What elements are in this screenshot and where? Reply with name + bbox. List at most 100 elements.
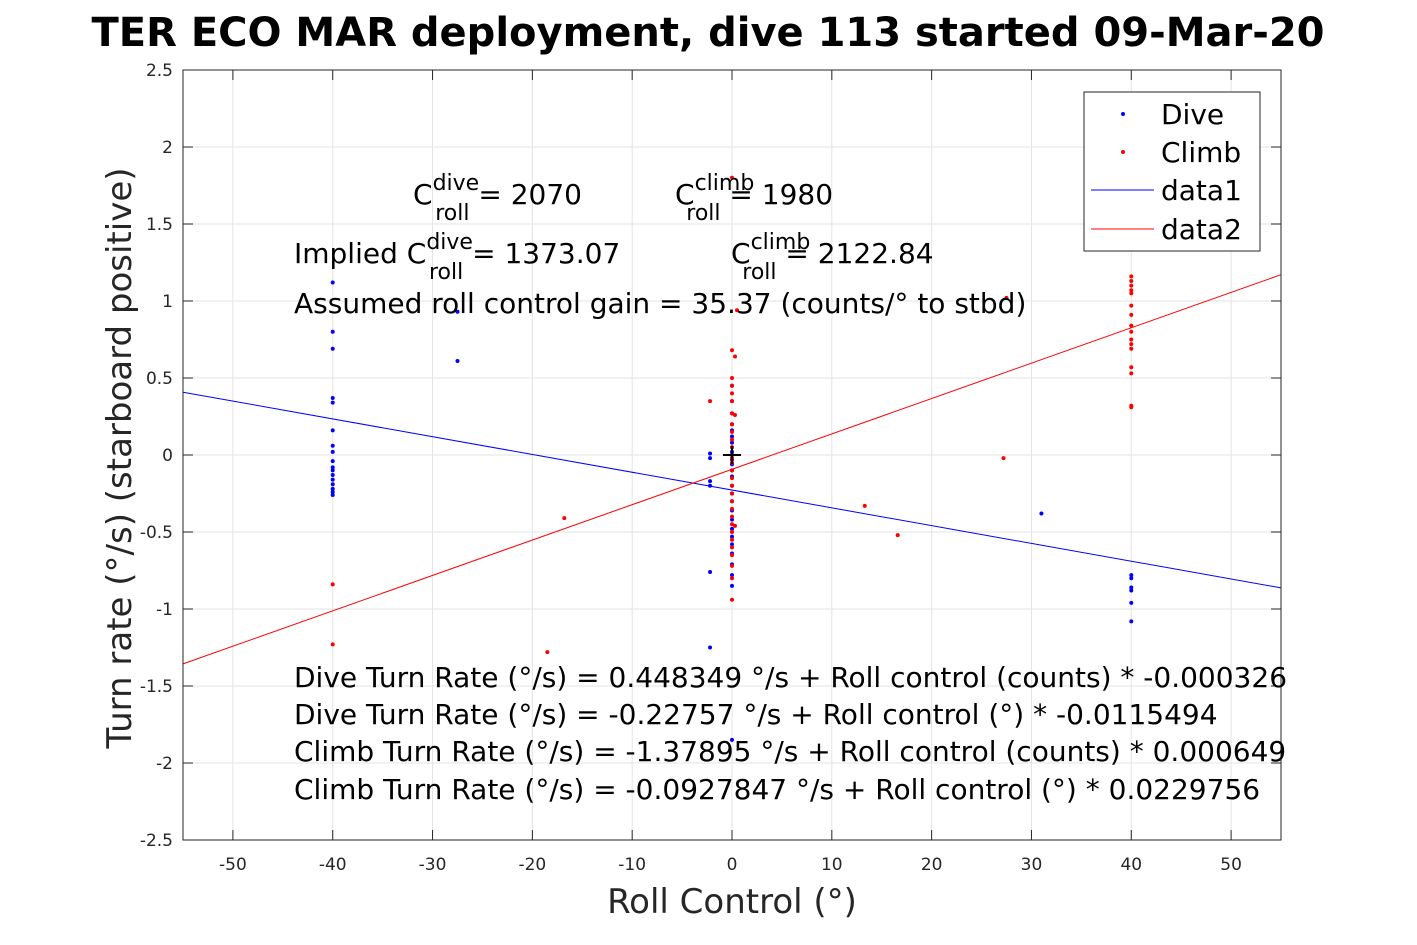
x-tick-label: -20: [518, 855, 546, 875]
climb-point: [1129, 323, 1134, 328]
climb-point: [730, 545, 734, 550]
y-tick-label: 0: [162, 446, 173, 466]
climb-point: [730, 348, 734, 353]
climb-point: [862, 503, 867, 508]
climb-point: [730, 411, 734, 416]
annotation-roll-gain: Assumed roll control gain = 35.37 (count…: [294, 287, 1026, 320]
dive-point: [730, 542, 734, 547]
dive-point: [708, 483, 713, 488]
annotation-c-roll-dive: Cdive roll = 2070: [413, 171, 582, 226]
axis-ticks: -50 -40 -30 -20 -10 0 10 20 30 40 50-2.5-2-1.5-1-0…: [140, 61, 1281, 875]
dive-point: [330, 459, 335, 464]
climb-point: [562, 516, 567, 521]
climb-point: [730, 391, 734, 396]
dive-point: [330, 449, 335, 454]
dive-point: [330, 346, 335, 351]
dive-point: [708, 645, 713, 650]
dive-point: [330, 396, 335, 401]
dive-point: [730, 434, 734, 439]
annotation-eq-climb-counts: Climb Turn Rate (°/s) = -1.37895 °/s + R…: [294, 735, 1286, 768]
x-tick-label: 20: [921, 855, 943, 875]
climb-point: [732, 354, 737, 359]
climb-point: [730, 597, 734, 602]
climb-point: [730, 499, 734, 504]
dive-point: [330, 482, 335, 487]
x-tick-label: -30: [419, 855, 447, 875]
dive-point: [330, 468, 335, 473]
dive-point: [1129, 619, 1134, 624]
climb-point: [330, 642, 335, 647]
dive-point: [330, 443, 335, 448]
climb-point: [730, 399, 734, 404]
climb-point: [734, 308, 739, 313]
dive-point: [730, 583, 734, 588]
dive-point: [1129, 588, 1134, 593]
dive-point: [330, 493, 335, 498]
x-axis-label: Roll Control (°): [607, 882, 857, 922]
climb-point: [1129, 283, 1134, 288]
y-axis-label: Turn rate (°/s) (starboard positive): [100, 167, 140, 749]
climb-point: [730, 483, 734, 488]
annotation-c-roll-climb: Cclimb roll = 1980: [675, 171, 833, 226]
x-tick-label: 50: [1220, 855, 1242, 875]
dive-point: [708, 456, 713, 461]
climb-point: [730, 506, 734, 511]
climb-point: [895, 533, 900, 538]
x-tick-label: 10: [821, 855, 843, 875]
dive-point: [330, 486, 335, 491]
climb-point: [730, 383, 734, 388]
climb-point: [1129, 274, 1134, 279]
legend-data1-label: data1: [1161, 174, 1242, 207]
climb-point: [1129, 303, 1134, 308]
y-tick-label: -0.5: [140, 523, 173, 543]
dive-point: [730, 534, 734, 539]
climb-point: [1129, 329, 1134, 334]
origin-plus-marker: [723, 446, 741, 464]
dive-point: [708, 570, 713, 575]
climb-point: [730, 530, 734, 534]
annotation-implied-c-roll-dive: Implied Cdive roll = 1373.07: [294, 230, 620, 285]
legend-climb-marker: [1121, 150, 1125, 154]
y-tick-label: 0.5: [146, 369, 173, 389]
dive-point: [455, 309, 460, 314]
legend-climb-label: Climb: [1161, 136, 1241, 169]
annotations: Cdive roll = 2070 Cclimb roll = 1980 Impli…: [294, 171, 1287, 806]
x-tick-label: 30: [1021, 855, 1043, 875]
climb-point: [732, 523, 737, 528]
climb-point: [730, 437, 734, 442]
climb-point: [730, 429, 734, 434]
dive-point: [455, 359, 460, 364]
climb-point: [1129, 405, 1134, 410]
dive-point: [1129, 573, 1134, 578]
climb-point: [730, 491, 734, 496]
x-tick-label: -10: [618, 855, 646, 875]
annotation-implied-c-roll-climb: Cclimb roll = 2122.84: [731, 230, 934, 285]
y-tick-label: -2: [156, 754, 173, 774]
dive-point: [1129, 585, 1134, 590]
climb-point: [1129, 312, 1134, 317]
climb-point: [730, 537, 734, 542]
climb-point: [730, 422, 734, 427]
climb-point: [730, 563, 734, 568]
dive-point: [330, 489, 335, 494]
dive-point: [730, 737, 734, 742]
y-tick-label: 1: [162, 292, 173, 312]
dive-point: [1129, 600, 1134, 605]
x-tick-label: -50: [219, 855, 247, 875]
annotation-eq-dive-degrees: Dive Turn Rate (°/s) = -0.22757 °/s + Ro…: [294, 698, 1218, 731]
climb-point: [1129, 371, 1134, 376]
dive-point: [330, 428, 335, 433]
climb-point: [1004, 295, 1009, 300]
y-tick-label: 2: [162, 138, 173, 158]
dive-point: [730, 573, 734, 578]
climb-point: [1129, 337, 1134, 342]
climb-point: [330, 582, 335, 587]
dive-point: [1039, 511, 1044, 516]
climb-point: [1129, 346, 1134, 351]
y-tick-label: 1.5: [146, 215, 173, 235]
dive-point: [330, 473, 335, 478]
dive-point: [330, 400, 335, 405]
x-tick-label: 0: [727, 855, 738, 875]
climb-point: [730, 553, 734, 558]
